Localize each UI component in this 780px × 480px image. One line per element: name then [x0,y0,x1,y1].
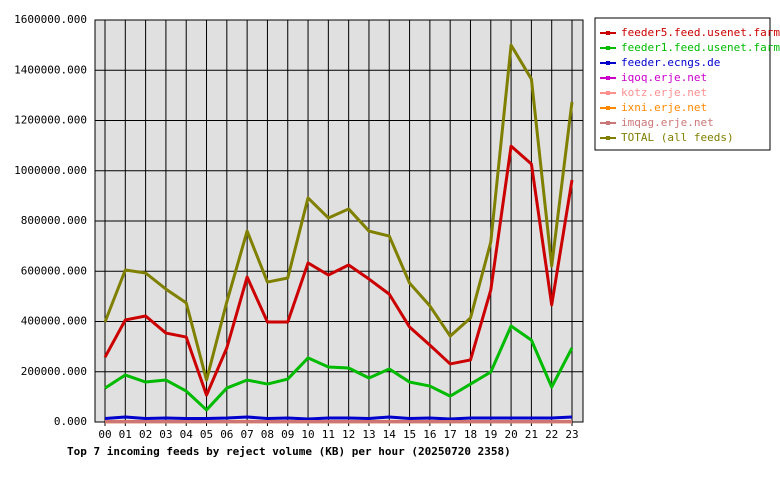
legend-swatch-dot [606,61,610,65]
legend-label: iqoq.erje.net [621,71,707,84]
x-tick-label: 13 [362,428,375,441]
x-tick-label: 01 [119,428,132,441]
legend-label: feeder.ecngs.de [621,56,720,69]
legend-swatch-dot [606,121,610,125]
y-tick-label: 800000.000 [21,214,87,227]
y-tick-label: 200000.000 [21,365,87,378]
legend-label: feeder1.feed.usenet.farm [621,41,780,54]
x-tick-label: 22 [545,428,558,441]
series-line [104,415,573,421]
x-tick-label: 10 [301,428,314,441]
x-tick-label: 04 [180,428,194,441]
y-tick-label: 600000.000 [21,264,87,277]
legend-label: feeder5.feed.usenet.farm [621,26,780,39]
x-tick-label: 06 [220,428,233,441]
series-line [103,43,574,382]
y-tick-label: 400000.000 [21,315,87,328]
y-tick-label: 1600000.000 [14,13,87,26]
legend-swatch-dot [606,91,610,95]
legend-label: kotz.erje.net [621,86,707,99]
legend-swatch-dot [606,31,610,35]
x-tick-label: 16 [423,428,436,441]
x-tick-label: 07 [241,428,254,441]
legend-label: ixni.erje.net [621,101,707,114]
x-tick-label: 08 [261,428,274,441]
y-tick-label: 1400000.000 [14,63,87,76]
legend-swatch-dot [606,46,610,50]
y-tick-label: 1000000.000 [14,164,87,177]
series-line [104,324,574,412]
series-line [103,144,574,397]
legend-label: TOTAL (all feeds) [621,131,734,144]
legend-swatch-dot [606,106,610,110]
legend-swatch-dot [606,76,610,80]
x-tick-label: 23 [565,428,578,441]
x-tick-label: 18 [464,428,477,441]
x-tick-label: 00 [98,428,111,441]
x-tick-label: 17 [444,428,457,441]
x-tick-label: 20 [504,428,517,441]
x-tick-label: 02 [139,428,152,441]
x-tick-label: 15 [403,428,416,441]
x-tick-label: 19 [484,428,497,441]
chart-title: Top 7 incoming feeds by reject volume (K… [67,445,511,458]
legend-label: imqag.erje.net [621,116,714,129]
y-tick-label: 0.000 [54,415,87,428]
x-tick-label: 11 [322,428,335,441]
x-tick-label: 03 [159,428,172,441]
x-tick-label: 21 [525,428,538,441]
x-tick-label: 12 [342,428,355,441]
y-tick-label: 1200000.000 [14,114,87,127]
legend-swatch-dot [606,136,610,140]
x-tick-label: 09 [281,428,294,441]
x-tick-label: 05 [200,428,213,441]
x-tick-label: 14 [383,428,397,441]
legend [594,17,771,151]
